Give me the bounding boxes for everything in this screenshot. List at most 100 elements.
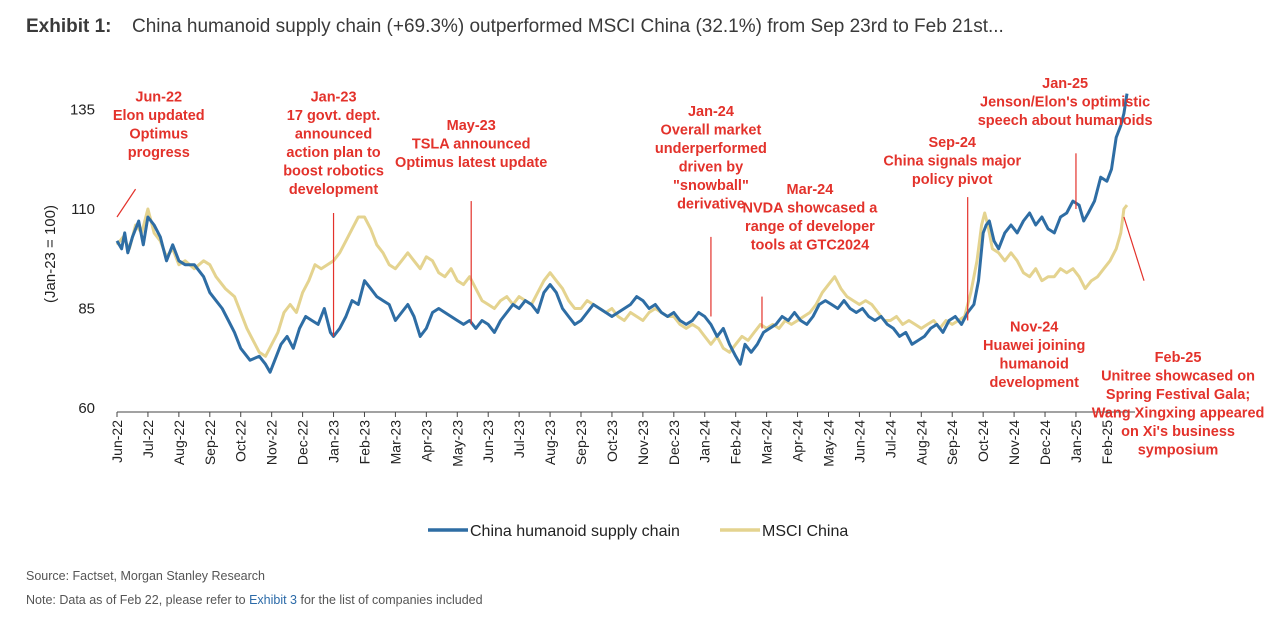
annotation-line: Sep-24	[928, 135, 976, 151]
x-tick-label: Aug-23	[542, 420, 558, 465]
annotation-text: Sep-24 China signals major policy pivot	[883, 135, 1021, 188]
x-tick-label: Jun-22	[109, 420, 125, 463]
x-tick-label: Sep-23	[573, 420, 589, 465]
x-tick-label: Feb-24	[728, 420, 744, 465]
x-tick-label: Aug-24	[913, 420, 929, 465]
annotation-line: Wang Xingxing appeared	[1092, 406, 1265, 422]
y-axis-label: (Jan-23 = 100)	[42, 205, 59, 303]
annotation-line: announced	[295, 127, 372, 143]
x-axis: Jun-22 Jul-22 Aug-22 Sep-22 Oct-22 Nov-22 Dec-…	[109, 411, 1135, 467]
annotation-line: Overall market	[661, 122, 762, 138]
annotation-line: Optimus latest update	[395, 155, 547, 171]
annotation-line: Elon updated	[113, 108, 205, 124]
annotation-text: May-23 TSLA announced Optimus latest updat…	[395, 118, 547, 171]
data-note: Note: Data as of Feb 22, please refer to…	[26, 593, 483, 607]
annotation-line: derivative	[677, 196, 745, 212]
annotation-text: Mar-24 NVDA showcased a range of developer…	[743, 182, 879, 254]
annotation-text: Nov-24 Huawei joining humanoid development	[983, 320, 1085, 392]
series-line-msci-china	[115, 204, 1129, 358]
annotation-line: NVDA showcased a	[743, 200, 879, 216]
x-tick-label: Apr-24	[790, 420, 806, 462]
annotation-line: humanoid	[1000, 357, 1069, 373]
annotation-line: Jan-24	[688, 104, 734, 120]
annotation-line: Unitree showcased on	[1101, 369, 1255, 385]
y-tick-label: 110	[71, 201, 95, 218]
annotation-line: on Xi's business	[1121, 424, 1235, 440]
annotation-line: tools at GTC2024	[751, 237, 869, 253]
x-tick-label: Nov-22	[264, 420, 280, 465]
series-line-supply-chain	[115, 93, 1129, 374]
x-tick-label: Oct-23	[604, 420, 620, 462]
x-tick-label: Oct-24	[975, 420, 991, 462]
exhibit-3-link[interactable]: Exhibit 3	[249, 593, 298, 607]
annotation-line: range of developer	[745, 219, 875, 235]
annotation-text: Feb-25 Unitree showcased on Spring Festiva…	[1092, 350, 1265, 459]
annotation-line: Optimus	[129, 127, 188, 143]
legend-label: China humanoid supply chain	[470, 523, 680, 540]
exhibit-label: Exhibit 1:	[26, 16, 112, 37]
x-tick-label: Dec-24	[1037, 420, 1053, 465]
annotation-line: Jun-22	[135, 90, 182, 106]
annotation-line: China signals major	[883, 153, 1021, 169]
annotation-line: Huawei joining	[983, 338, 1085, 354]
x-tick-label: Feb-25	[1099, 420, 1115, 465]
y-tick-label: 60	[78, 400, 95, 417]
x-tick-label: Jan-23	[326, 420, 342, 463]
note-suffix: for the list of companies included	[300, 593, 483, 607]
chart-title: China humanoid supply chain (+69.3%) out…	[132, 16, 1004, 37]
annotation-line: 17 govt. dept.	[287, 108, 380, 124]
annotation-line: boost robotics	[283, 164, 384, 180]
annotation-line: Jenson/Elon's optimistic	[980, 95, 1150, 111]
x-tick-label: Jun-24	[851, 420, 867, 463]
annotation-line: speech about humanoids	[978, 113, 1153, 129]
x-tick-label: May-23	[449, 420, 465, 467]
x-tick-label: Jan-24	[697, 420, 713, 463]
x-tick-label: May-24	[820, 420, 836, 467]
annotation-line: underperformed	[655, 141, 767, 157]
series-lines	[115, 93, 1129, 374]
annotation-line: progress	[128, 145, 190, 161]
annotation-text: Jun-22 Elon updated Optimus progress	[113, 90, 205, 162]
annotation-line: Nov-24	[1010, 320, 1058, 336]
y-tick-label: 85	[78, 301, 95, 318]
x-tick-label: Feb-23	[356, 420, 372, 465]
x-tick-label: Nov-23	[635, 420, 651, 465]
annotation-line: action plan to	[286, 145, 380, 161]
x-tick-label: Jan-25	[1068, 420, 1084, 463]
annotation-line: "snowball"	[673, 178, 749, 194]
y-axis: 60 85 110 135 (Jan-23 = 100)	[42, 102, 95, 417]
x-tick-label: Oct-22	[233, 420, 249, 462]
chart-legend: China humanoid supply chain MSCI China	[428, 523, 848, 540]
annotation-line: Mar-24	[787, 182, 834, 198]
x-tick-label: Apr-23	[418, 420, 434, 462]
x-tick-label: Jun-23	[480, 420, 496, 463]
x-tick-label: Mar-23	[387, 420, 403, 465]
y-tick-label: 135	[70, 102, 95, 119]
x-tick-label: Dec-22	[295, 420, 311, 465]
x-tick-label: Sep-24	[944, 420, 960, 465]
x-tick-label: Jul-24	[882, 420, 898, 458]
annotation-text: Jan-24 Overall market underperformed driven…	[655, 104, 767, 213]
x-tick-label: Sep-22	[202, 420, 218, 465]
annotation-line: driven by	[679, 159, 743, 175]
legend-label: MSCI China	[762, 523, 848, 540]
annotation-line: development	[289, 182, 379, 198]
x-tick-label: Mar-24	[759, 420, 775, 465]
annotation-text: Jan-25 Jenson/Elon's optimistic speech abo…	[978, 76, 1153, 129]
annotation-line: TSLA announced	[412, 137, 531, 153]
annotation-line: Jan-23	[311, 90, 357, 106]
annotation-line: May-23	[447, 118, 496, 134]
annotation-line: symposium	[1138, 443, 1219, 459]
x-tick-label: Aug-22	[171, 420, 187, 465]
annotation-line: Jan-25	[1042, 76, 1088, 92]
line-chart: 60 85 110 135 (Jan-23 = 100) Jun-22 Jul-22 Aug…	[42, 76, 1265, 540]
annotation-line: Spring Festival Gala;	[1106, 387, 1250, 403]
x-tick-label: Jul-22	[140, 420, 156, 458]
annotation-text: Jan-23 17 govt. dept. announced action plan…	[283, 90, 384, 199]
annotation-line: policy pivot	[912, 172, 993, 188]
exhibit-header: Exhibit 1: China humanoid supply chain (…	[26, 16, 1004, 46]
annotation-leader-line	[116, 188, 137, 218]
annotations: Jun-22 Elon updated Optimus progress Jan-23 1…	[113, 76, 1265, 459]
annotation-line: Feb-25	[1155, 350, 1202, 366]
x-tick-label: Nov-24	[1006, 420, 1022, 465]
